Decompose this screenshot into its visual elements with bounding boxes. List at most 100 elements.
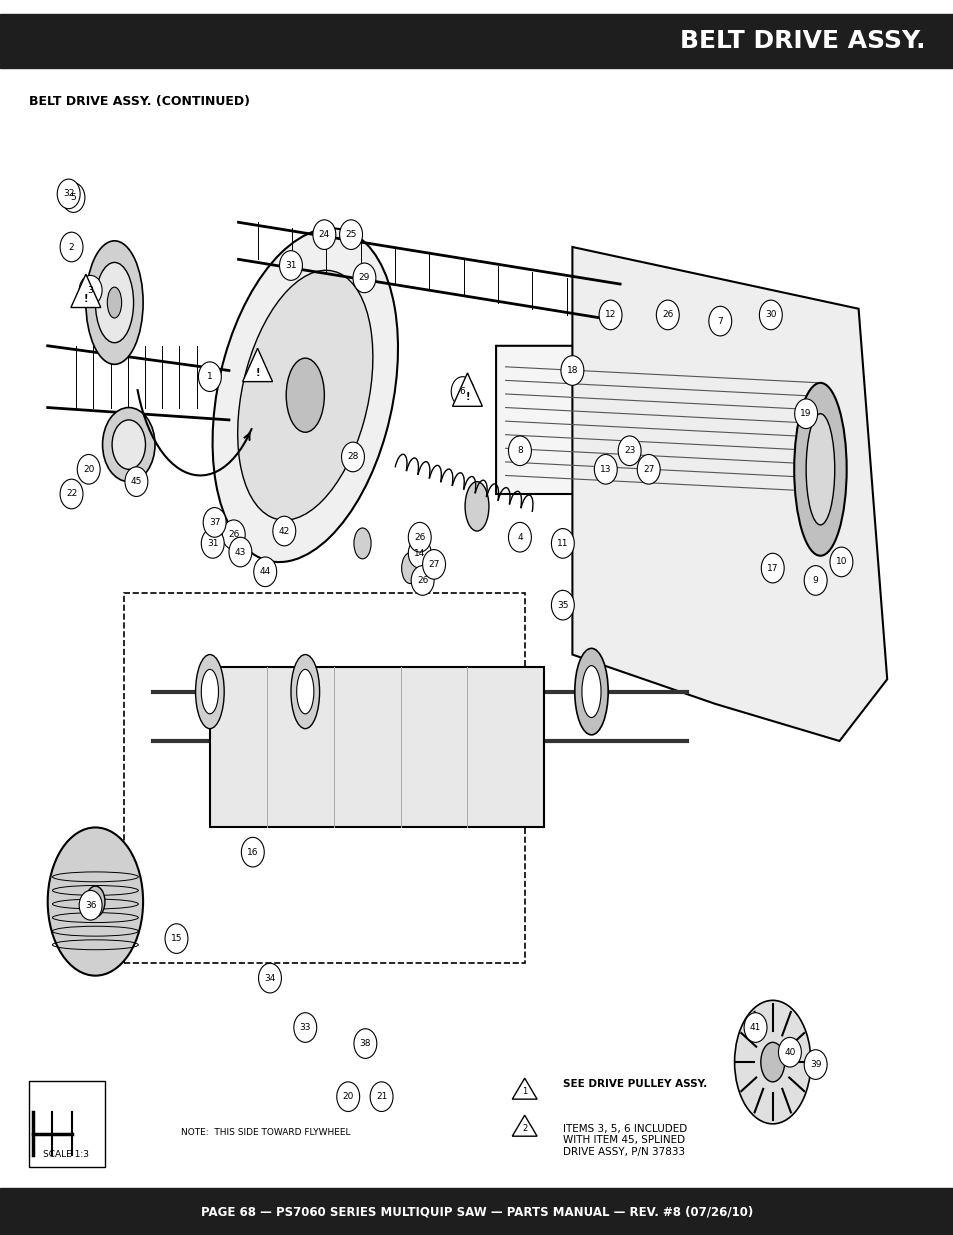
Text: 10: 10 [835,557,846,567]
Circle shape [273,516,295,546]
Circle shape [222,520,245,550]
Text: !: ! [84,294,88,304]
Text: 41: 41 [749,1023,760,1032]
Circle shape [803,1050,826,1079]
Circle shape [794,399,817,429]
Text: 34: 34 [264,973,275,983]
Polygon shape [452,373,482,406]
Ellipse shape [574,648,608,735]
Text: 1: 1 [207,372,213,382]
Circle shape [451,377,474,406]
Circle shape [637,454,659,484]
Text: 17: 17 [766,563,778,573]
Text: 2: 2 [521,1124,527,1134]
Circle shape [598,300,621,330]
Ellipse shape [237,270,373,520]
Circle shape [656,300,679,330]
Ellipse shape [793,383,846,556]
Circle shape [201,529,224,558]
Text: 27: 27 [642,464,654,474]
Circle shape [408,538,431,568]
Bar [29,1081,105,1167]
Circle shape [560,356,583,385]
Text: 26: 26 [228,530,239,540]
Text: 44: 44 [259,567,271,577]
Text: 7: 7 [717,316,722,326]
Circle shape [743,1013,766,1042]
Circle shape [411,566,434,595]
Text: !: ! [255,368,259,378]
Circle shape [353,263,375,293]
Polygon shape [496,346,858,494]
Text: 38: 38 [359,1039,371,1049]
Text: 27: 27 [428,559,439,569]
Circle shape [551,529,574,558]
Text: 18: 18 [566,366,578,375]
Circle shape [258,963,281,993]
Ellipse shape [760,1042,783,1082]
Text: 20: 20 [342,1092,354,1102]
Circle shape [803,566,826,595]
Ellipse shape [805,414,834,525]
Text: 42: 42 [278,526,290,536]
Text: 20: 20 [83,464,94,474]
Text: 21: 21 [375,1092,387,1102]
Circle shape [422,550,445,579]
Text: 43: 43 [234,547,246,557]
Text: 40: 40 [783,1047,795,1057]
Text: 33: 33 [299,1023,311,1032]
Circle shape [408,522,431,552]
Bar [210,667,543,827]
Circle shape [198,362,221,391]
Polygon shape [512,1078,537,1099]
Text: NOTE:  THIS SIDE TOWARD FLYWHEEL: NOTE: THIS SIDE TOWARD FLYWHEEL [181,1128,351,1137]
Polygon shape [242,348,273,382]
Ellipse shape [195,655,224,729]
Text: 36: 36 [85,900,96,910]
Circle shape [370,1082,393,1112]
Text: 22: 22 [66,489,77,499]
Circle shape [57,179,80,209]
Text: 19: 19 [800,409,811,419]
Circle shape [508,522,531,552]
Bar [124,593,524,963]
Ellipse shape [112,420,145,469]
Text: 26: 26 [414,532,425,542]
Text: 13: 13 [599,464,611,474]
Text: ITEMS 3, 5, 6 INCLUDED
WITH ITEM 45, SPLINED
DRIVE ASSY, P/N 37833: ITEMS 3, 5, 6 INCLUDED WITH ITEM 45, SPL… [562,1124,686,1157]
Text: 24: 24 [318,230,330,240]
Ellipse shape [286,358,324,432]
Ellipse shape [734,1000,810,1124]
Circle shape [708,306,731,336]
Text: 31: 31 [285,261,296,270]
Text: 4: 4 [517,532,522,542]
Text: 32: 32 [63,189,74,199]
Ellipse shape [291,655,319,729]
Circle shape [618,436,640,466]
Ellipse shape [107,288,122,319]
Circle shape [125,467,148,496]
Polygon shape [71,274,101,308]
Circle shape [279,251,302,280]
Text: 26: 26 [416,576,428,585]
Circle shape [354,1029,376,1058]
Circle shape [60,232,83,262]
Text: SEE DRIVE PULLEY ASSY.: SEE DRIVE PULLEY ASSY. [562,1079,706,1089]
Bar [0,14,953,68]
Text: 8: 8 [517,446,522,456]
Ellipse shape [296,669,314,714]
Circle shape [60,479,83,509]
Circle shape [339,220,362,249]
Text: 6: 6 [459,387,465,396]
Polygon shape [512,1115,537,1136]
Ellipse shape [103,408,154,482]
Circle shape [241,837,264,867]
Text: 45: 45 [131,477,142,487]
Circle shape [759,300,781,330]
Polygon shape [572,247,886,741]
Circle shape [829,547,852,577]
Circle shape [508,436,531,466]
Text: 14: 14 [414,548,425,558]
Text: 16: 16 [247,847,258,857]
Text: 9: 9 [812,576,818,585]
